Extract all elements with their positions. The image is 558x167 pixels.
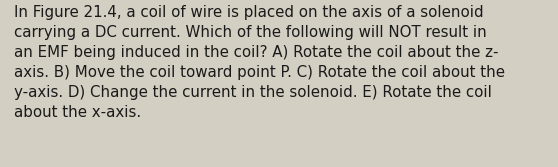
Text: In Figure 21.4, a coil of wire is placed on the axis of a solenoid
carrying a DC: In Figure 21.4, a coil of wire is placed… — [14, 5, 505, 120]
